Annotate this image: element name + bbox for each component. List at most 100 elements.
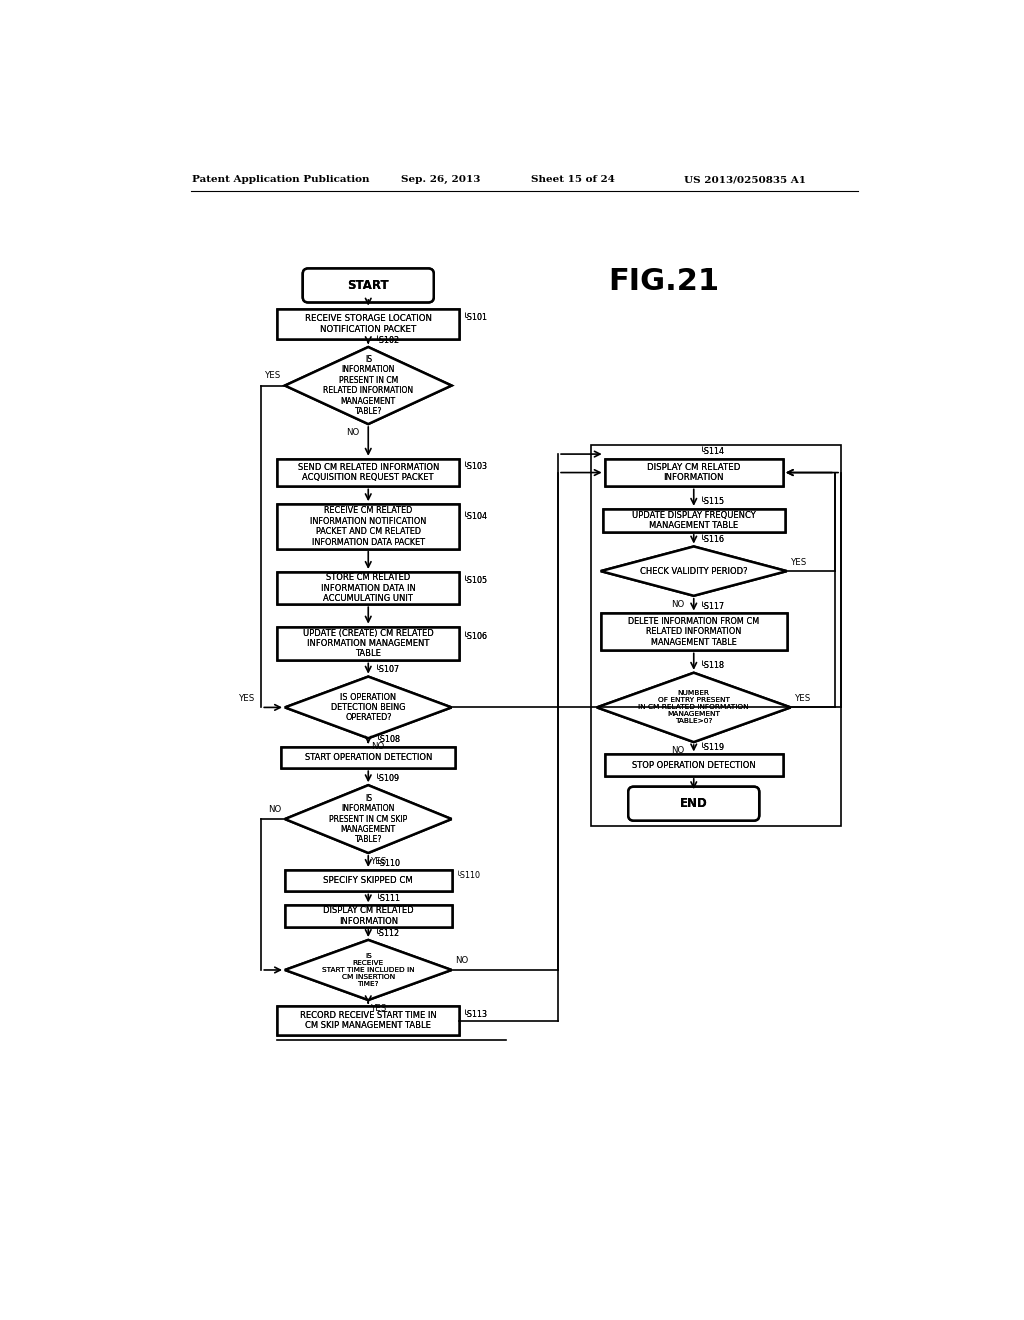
Text: ╰S109: ╰S109 — [375, 774, 399, 783]
Text: ╰S119: ╰S119 — [700, 743, 725, 752]
Text: RECEIVE CM RELATED
INFORMATION NOTIFICATION
PACKET AND CM RELATED
INFORMATION DA: RECEIVE CM RELATED INFORMATION NOTIFICAT… — [310, 507, 426, 546]
Text: ╰S103: ╰S103 — [463, 462, 488, 471]
FancyBboxPatch shape — [629, 787, 759, 821]
Text: ╰S118: ╰S118 — [700, 661, 725, 671]
Text: IS OPERATION
DETECTION BEING
OPERATED?: IS OPERATION DETECTION BEING OPERATED? — [331, 693, 406, 722]
Text: RECEIVE STORAGE LOCATION
NOTIFICATION PACKET: RECEIVE STORAGE LOCATION NOTIFICATION PA… — [305, 314, 432, 334]
Text: SPECIFY SKIPPED CM: SPECIFY SKIPPED CM — [324, 876, 414, 886]
Text: ╰S115: ╰S115 — [700, 498, 725, 507]
Text: ╰S113: ╰S113 — [463, 1010, 488, 1019]
Polygon shape — [285, 785, 452, 853]
Text: DISPLAY CM RELATED
INFORMATION: DISPLAY CM RELATED INFORMATION — [323, 907, 414, 925]
FancyBboxPatch shape — [278, 459, 460, 487]
Text: DISPLAY CM RELATED
INFORMATION: DISPLAY CM RELATED INFORMATION — [647, 463, 740, 482]
Text: CHECK VALIDITY PERIOD?: CHECK VALIDITY PERIOD? — [640, 566, 748, 576]
Text: IS
INFORMATION
PRESENT IN CM
RELATED INFORMATION
MANAGEMENT
TABLE?: IS INFORMATION PRESENT IN CM RELATED INF… — [324, 355, 414, 416]
Text: SEND CM RELATED INFORMATION
ACQUISITION REQUEST PACKET: SEND CM RELATED INFORMATION ACQUISITION … — [298, 463, 439, 482]
Polygon shape — [285, 785, 452, 853]
Text: START: START — [347, 279, 389, 292]
Text: IS
INFORMATION
PRESENT IN CM SKIP
MANAGEMENT
TABLE?: IS INFORMATION PRESENT IN CM SKIP MANAGE… — [329, 793, 408, 845]
Text: RECORD RECEIVE START TIME IN
CM SKIP MANAGEMENT TABLE: RECORD RECEIVE START TIME IN CM SKIP MAN… — [300, 1011, 436, 1031]
Text: DISPLAY CM RELATED
INFORMATION: DISPLAY CM RELATED INFORMATION — [647, 463, 740, 482]
Text: IS
INFORMATION
PRESENT IN CM SKIP
MANAGEMENT
TABLE?: IS INFORMATION PRESENT IN CM SKIP MANAGE… — [329, 793, 408, 845]
Text: START OPERATION DETECTION: START OPERATION DETECTION — [304, 752, 432, 762]
FancyBboxPatch shape — [604, 755, 783, 776]
Text: YES: YES — [795, 694, 811, 702]
Polygon shape — [601, 546, 786, 595]
Text: Sep. 26, 2013: Sep. 26, 2013 — [400, 176, 480, 185]
Text: YES: YES — [239, 694, 255, 702]
Polygon shape — [285, 347, 452, 424]
Text: UPDATE (CREATE) CM RELATED
INFORMATION MANAGEMENT
TABLE: UPDATE (CREATE) CM RELATED INFORMATION M… — [303, 628, 433, 659]
Text: SEND CM RELATED INFORMATION
ACQUISITION REQUEST PACKET: SEND CM RELATED INFORMATION ACQUISITION … — [298, 463, 439, 482]
FancyBboxPatch shape — [603, 508, 784, 532]
Text: ╰S106: ╰S106 — [463, 631, 488, 640]
Text: ╰S107: ╰S107 — [375, 665, 399, 675]
Text: ╰S104: ╰S104 — [463, 512, 488, 521]
Text: ╰S101: ╰S101 — [463, 313, 488, 322]
Text: ╰S101: ╰S101 — [463, 313, 488, 322]
Text: NO: NO — [268, 805, 281, 813]
FancyBboxPatch shape — [604, 755, 783, 776]
Text: ╰S114: ╰S114 — [700, 447, 725, 457]
Text: YES: YES — [265, 371, 281, 380]
Polygon shape — [597, 673, 791, 742]
FancyBboxPatch shape — [601, 614, 786, 651]
Text: ╰S111: ╰S111 — [376, 894, 401, 903]
FancyBboxPatch shape — [278, 572, 460, 605]
Text: ╰S105: ╰S105 — [463, 577, 488, 586]
Text: ╰S112: ╰S112 — [375, 929, 399, 937]
Polygon shape — [285, 677, 452, 738]
Text: US 2013/0250835 A1: US 2013/0250835 A1 — [684, 176, 807, 185]
FancyBboxPatch shape — [601, 614, 786, 651]
Text: ╰S102: ╰S102 — [375, 335, 399, 345]
Text: END: END — [680, 797, 708, 810]
Text: NO: NO — [671, 746, 684, 755]
FancyBboxPatch shape — [278, 504, 460, 549]
Text: IS
RECEIVE
START TIME INCLUDED IN
CM INSERTION
TIME?: IS RECEIVE START TIME INCLUDED IN CM INS… — [322, 953, 415, 987]
Text: ╰S105: ╰S105 — [463, 577, 488, 586]
Text: Sheet 15 of 24: Sheet 15 of 24 — [531, 176, 614, 185]
FancyBboxPatch shape — [281, 747, 456, 768]
Text: ╰S117: ╰S117 — [700, 602, 725, 611]
Text: ╰S103: ╰S103 — [463, 462, 488, 471]
Text: ╰S118: ╰S118 — [700, 661, 725, 671]
Text: ╰S110: ╰S110 — [376, 858, 401, 867]
Text: ╰S110: ╰S110 — [456, 871, 480, 880]
Text: UPDATE (CREATE) CM RELATED
INFORMATION MANAGEMENT
TABLE: UPDATE (CREATE) CM RELATED INFORMATION M… — [303, 628, 433, 659]
FancyBboxPatch shape — [303, 268, 434, 302]
FancyBboxPatch shape — [285, 906, 452, 927]
Text: YES: YES — [372, 857, 388, 866]
FancyBboxPatch shape — [278, 572, 460, 605]
Text: DELETE INFORMATION FROM CM
RELATED INFORMATION
MANAGEMENT TABLE: DELETE INFORMATION FROM CM RELATED INFOR… — [628, 616, 760, 647]
Text: ╰S116: ╰S116 — [700, 535, 725, 544]
Text: STORE CM RELATED
INFORMATION DATA IN
ACCUMULATING UNIT: STORE CM RELATED INFORMATION DATA IN ACC… — [321, 573, 416, 603]
FancyBboxPatch shape — [278, 627, 460, 660]
Text: ╰S106: ╰S106 — [463, 631, 488, 640]
Text: NUMBER
OF ENTRY PRESENT
IN CM RELATED INFORMATION
MANAGEMENT
TABLE>0?: NUMBER OF ENTRY PRESENT IN CM RELATED IN… — [638, 690, 750, 725]
Text: ╰S109: ╰S109 — [375, 774, 399, 783]
FancyBboxPatch shape — [278, 459, 460, 487]
Text: ╰S107: ╰S107 — [375, 665, 399, 675]
Text: NUMBER
OF ENTRY PRESENT
IN CM RELATED INFORMATION
MANAGEMENT
TABLE>0?: NUMBER OF ENTRY PRESENT IN CM RELATED IN… — [638, 690, 750, 725]
Text: SPECIFY SKIPPED CM: SPECIFY SKIPPED CM — [324, 876, 414, 886]
Text: STOP OPERATION DETECTION: STOP OPERATION DETECTION — [632, 760, 756, 770]
FancyBboxPatch shape — [278, 627, 460, 660]
FancyBboxPatch shape — [278, 504, 460, 549]
Text: YES: YES — [791, 557, 807, 566]
Text: CHECK VALIDITY PERIOD?: CHECK VALIDITY PERIOD? — [640, 566, 748, 576]
Text: RECEIVE CM RELATED
INFORMATION NOTIFICATION
PACKET AND CM RELATED
INFORMATION DA: RECEIVE CM RELATED INFORMATION NOTIFICAT… — [310, 507, 426, 546]
Text: RECORD RECEIVE START TIME IN
CM SKIP MANAGEMENT TABLE: RECORD RECEIVE START TIME IN CM SKIP MAN… — [300, 1011, 436, 1031]
Text: ╰S114: ╰S114 — [700, 447, 725, 457]
Text: ╰S104: ╰S104 — [463, 512, 488, 521]
Text: STORE CM RELATED
INFORMATION DATA IN
ACCUMULATING UNIT: STORE CM RELATED INFORMATION DATA IN ACC… — [321, 573, 416, 603]
Text: YES: YES — [372, 1003, 388, 1012]
Text: ╰S110: ╰S110 — [376, 858, 401, 867]
FancyBboxPatch shape — [278, 309, 460, 339]
Text: NO: NO — [372, 742, 385, 751]
Text: UPDATE DISPLAY FREQUENCY
MANAGEMENT TABLE: UPDATE DISPLAY FREQUENCY MANAGEMENT TABL… — [632, 511, 756, 531]
Text: START OPERATION DETECTION: START OPERATION DETECTION — [304, 752, 432, 762]
Text: ╰S111: ╰S111 — [376, 894, 401, 903]
Text: STOP OPERATION DETECTION: STOP OPERATION DETECTION — [632, 760, 756, 770]
Text: IS
RECEIVE
START TIME INCLUDED IN
CM INSERTION
TIME?: IS RECEIVE START TIME INCLUDED IN CM INS… — [322, 953, 415, 987]
